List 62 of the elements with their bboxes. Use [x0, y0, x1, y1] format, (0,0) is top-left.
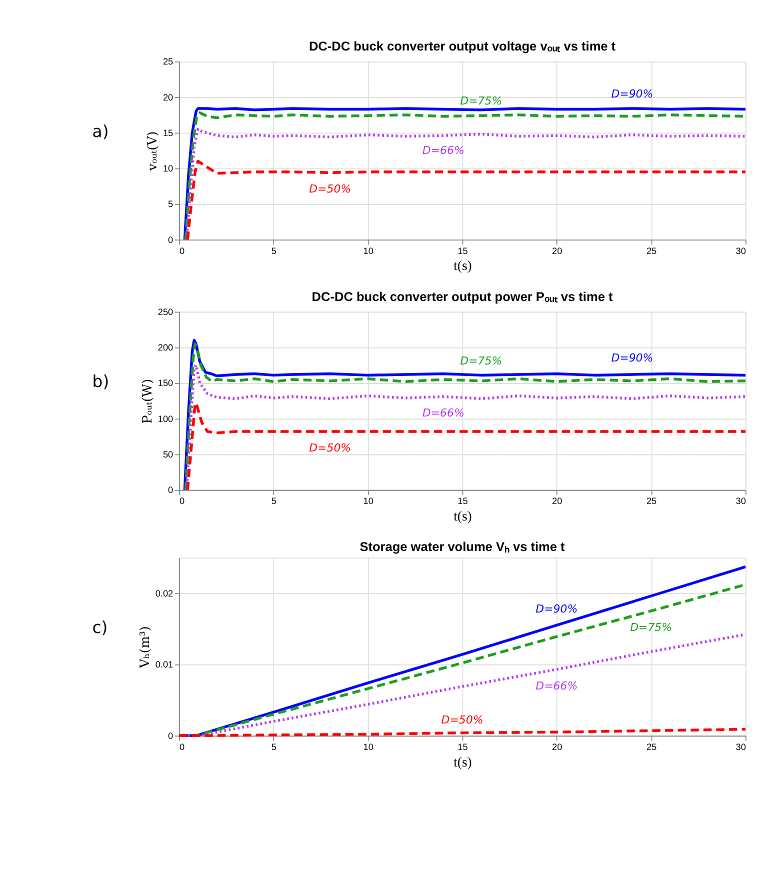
chart-title: DC-DC buck converter output power Pₒᵤₜ vs time t — [312, 288, 614, 304]
x-tick-label: 0 — [180, 496, 185, 506]
x-tick-label: 15 — [458, 246, 468, 256]
line-series — [186, 160, 747, 241]
y-tick-label: 20 — [162, 92, 174, 102]
series-label: D=66% — [422, 406, 464, 420]
x-tick-label: 0 — [180, 246, 185, 256]
series-label: D=50% — [441, 714, 484, 727]
x-axis-title: t(s) — [454, 754, 472, 770]
y-tick-label: 0 — [168, 730, 174, 741]
series-label: D=90% — [536, 602, 578, 616]
x-tick-label: 15 — [458, 496, 468, 506]
x-tick-label: 30 — [736, 496, 746, 506]
x-tick-label: 15 — [458, 742, 468, 752]
y-tick-label: 15 — [162, 128, 174, 138]
y-tick-label: 200 — [158, 342, 174, 353]
x-axis-title: t(s) — [454, 508, 472, 524]
y-tick-label: 0 — [168, 234, 174, 245]
y-tick-label: 25 — [162, 56, 174, 67]
x-tick-label: 0 — [180, 742, 185, 752]
y-axis-title: vₒᵤₜ(V) — [146, 131, 161, 172]
y-axis-title: Pₒᵤₜ(W) — [140, 378, 156, 424]
text: c) — [92, 618, 108, 637]
series-label: D=50% — [309, 442, 352, 455]
series-label: D=75% — [630, 621, 672, 634]
chart-title: DC-DC buck converter output voltage vₒᵤₜ vs time t — [308, 38, 616, 54]
series-label: D=66% — [422, 144, 464, 157]
x-tick-label: 25 — [646, 246, 657, 256]
line-series — [186, 402, 747, 492]
y-tick-label: 150 — [158, 378, 174, 388]
y-tick-label: 10 — [162, 164, 174, 174]
y-axis-title: Vₕ(m³) — [138, 626, 153, 670]
y-tick-label: 0 — [168, 485, 174, 496]
chart-title: Storage water volume Vₕ vs time t — [360, 539, 566, 554]
y-tick-label: 5 — [168, 199, 174, 210]
y-tick-label: 50 — [162, 449, 174, 460]
x-tick-label: 5 — [271, 742, 276, 752]
x-tick-label: 30 — [736, 742, 746, 752]
series-label: D=90% — [611, 88, 654, 101]
x-tick-label: 10 — [363, 742, 374, 752]
y-tick-label: 250 — [158, 306, 174, 317]
text: b) — [92, 372, 110, 392]
x-tick-label: 20 — [552, 496, 562, 506]
series-label: D=75% — [460, 354, 502, 368]
series-label: D=90% — [611, 352, 654, 365]
y-tick-label: 0.01 — [155, 660, 174, 670]
x-tick-label: 5 — [271, 246, 276, 256]
x-tick-label: 30 — [736, 246, 746, 256]
x-tick-label: 10 — [363, 246, 374, 256]
x-tick-label: 10 — [363, 496, 374, 506]
y-tick-label: 100 — [158, 414, 174, 424]
x-tick-label: 20 — [552, 246, 562, 256]
x-tick-label: 25 — [646, 742, 657, 752]
x-tick-label: 25 — [646, 496, 657, 506]
y-tick-label: 0.02 — [155, 588, 174, 598]
series-label: D=50% — [309, 182, 352, 196]
text: a) — [92, 122, 109, 141]
x-tick-label: 5 — [271, 496, 276, 506]
series-label: D=66% — [536, 679, 578, 692]
series-label: D=75% — [460, 94, 502, 108]
x-axis-title: t(s) — [454, 258, 472, 274]
x-tick-label: 20 — [552, 742, 562, 752]
